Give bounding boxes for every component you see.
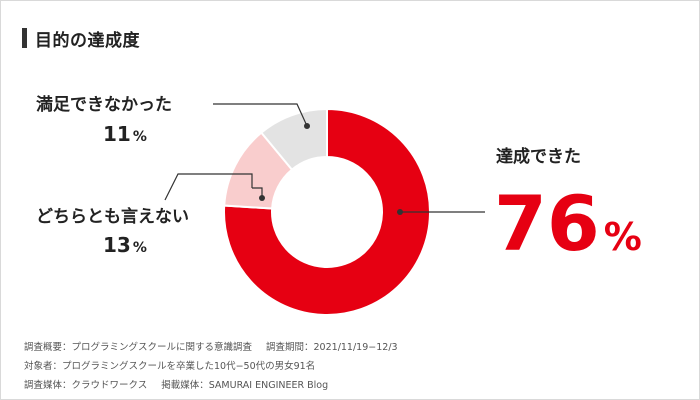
leader-line-neutral: [252, 187, 263, 198]
value-neutral: 13%: [103, 233, 147, 257]
notes-line-3: 調査媒体：クラウドワークス 掲載媒体：SAMURAI ENGINEER Blog: [24, 380, 329, 391]
survey-notes: 調査概要：プログラミングスクールに関する意識調査 調査期間：2021/11/19−…: [24, 338, 398, 395]
label-unsatisfied: 満足できなかった: [36, 94, 172, 115]
leader-line-unsatisfied: [213, 103, 308, 127]
label-neutral: どちらとも言えない: [36, 206, 189, 227]
value-unsatisfied: 11%: [103, 122, 147, 146]
leader-line-neutral-ext: [164, 173, 253, 201]
slice-unsatisfied: [259, 107, 328, 172]
donut-slices: [223, 107, 431, 316]
leader-dot-unsatisfied: [304, 123, 310, 129]
leader-dot-neutral: [259, 195, 265, 201]
leader-dot-achieved: [397, 209, 403, 215]
notes-line-1: 調査概要：プログラミングスクールに関する意識調査 調査期間：2021/11/19−…: [24, 342, 398, 353]
chart-title: 目的の達成度: [35, 31, 140, 51]
value-achieved: 76%: [494, 179, 642, 268]
notes-line-2: 対象者：プログラミングスクールを卒業した10代−50代の男女91名: [24, 361, 316, 372]
title-accent-bar: [22, 28, 27, 48]
slice-achieved: [223, 107, 431, 316]
label-achieved: 達成できた: [496, 146, 581, 167]
